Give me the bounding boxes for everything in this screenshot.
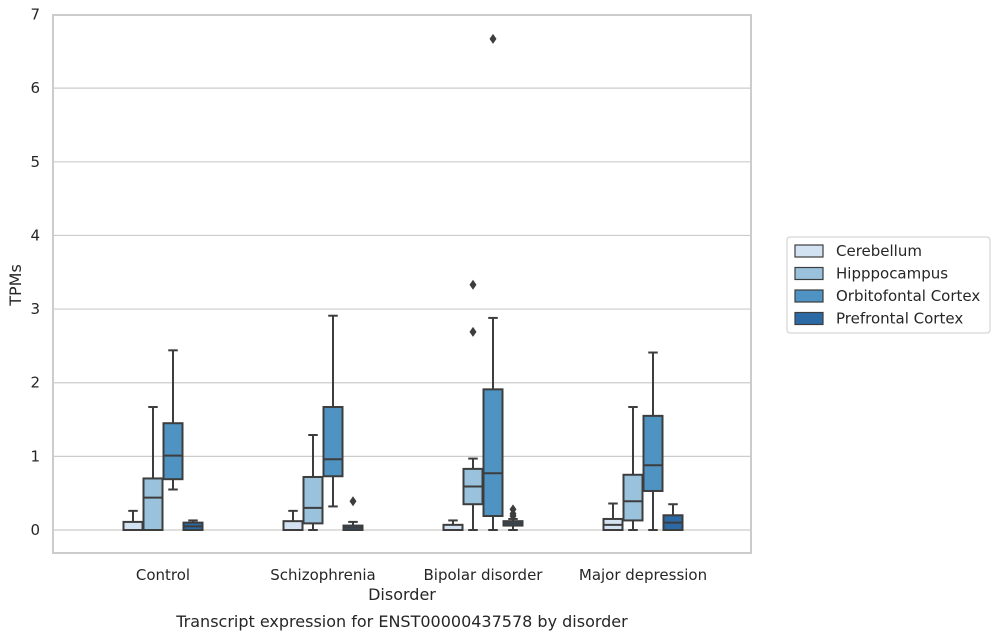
box-prefrontal-cortex — [662, 503, 684, 531]
outlier-point — [509, 504, 517, 515]
legend-label: Prefrontal Cortex — [836, 310, 963, 328]
y-tick-labels: 0 1 2 3 4 5 6 7 — [30, 6, 40, 539]
legend-swatch — [794, 289, 824, 303]
legend-swatch — [794, 244, 824, 258]
y-tick-label: 2 — [30, 374, 40, 392]
box-orbitofontal-cortex — [162, 349, 184, 491]
box-orbitofontal-cortex — [642, 351, 664, 531]
box-cerebellum — [282, 509, 304, 532]
box-iqr — [642, 414, 664, 492]
box-cerebellum — [442, 519, 464, 532]
y-axis-title: TPMs — [6, 264, 25, 307]
y-tick-label: 1 — [30, 447, 40, 465]
y-tick-label: 3 — [30, 300, 40, 318]
outlier-point — [349, 496, 357, 507]
outlier-point — [489, 33, 497, 44]
box-iqr — [482, 388, 504, 518]
legend-swatch — [794, 311, 824, 326]
legend: Cerebellum Hipppocampus Orbitofontal Corte… — [786, 236, 991, 334]
box-iqr — [302, 475, 324, 525]
outlier-point — [469, 326, 477, 337]
box-hipppocampus — [142, 406, 164, 531]
legend-swatch — [794, 266, 824, 281]
legend-items: Cerebellum Hipppocampus Orbitofontal Corte… — [794, 242, 980, 328]
y-tick-label: 0 — [30, 521, 40, 539]
legend-label: Orbitofontal Cortex — [836, 287, 980, 305]
y-tick-label: 5 — [30, 153, 40, 171]
box-prefrontal-cortex — [502, 504, 524, 531]
box-cerebellum — [122, 509, 144, 531]
y-tick-label: 6 — [30, 79, 40, 97]
legend-frame — [786, 236, 991, 334]
box-hipppocampus — [622, 406, 644, 531]
box-prefrontal-cortex — [342, 496, 364, 532]
y-tick-label: 7 — [30, 6, 40, 24]
box-prefrontal-cortex — [182, 519, 204, 531]
box-iqr — [122, 520, 144, 531]
box-iqr — [282, 520, 304, 532]
box-iqr — [162, 422, 184, 481]
x-tick-label: Schizophrenia — [270, 566, 375, 584]
y-tick-label: 4 — [30, 226, 40, 244]
x-tick-label: Bipolar disorder — [424, 566, 544, 584]
x-axis-title: Disorder — [368, 585, 436, 604]
outlier-point — [469, 279, 477, 290]
box-iqr — [622, 473, 644, 522]
x-tick-label: Major depression — [579, 566, 707, 584]
box-cerebellum — [602, 502, 624, 531]
legend-label: Cerebellum — [836, 242, 922, 260]
box-iqr — [142, 477, 164, 531]
box-hipppocampus — [462, 279, 484, 531]
x-tick-label: Control — [136, 566, 190, 584]
chart-caption: Transcript expression for ENST0000043757… — [175, 612, 628, 631]
plot-area-frame — [52, 14, 752, 554]
box-orbitofontal-cortex — [482, 33, 504, 531]
legend-label: Hipppocampus — [836, 265, 948, 283]
box-orbitofontal-cortex — [322, 314, 344, 508]
box-iqr — [322, 406, 344, 478]
box-layer — [122, 33, 684, 532]
box-hipppocampus — [302, 434, 324, 531]
x-tick-labels: Control Schizophrenia Bipolar disorder Majo… — [136, 566, 707, 584]
